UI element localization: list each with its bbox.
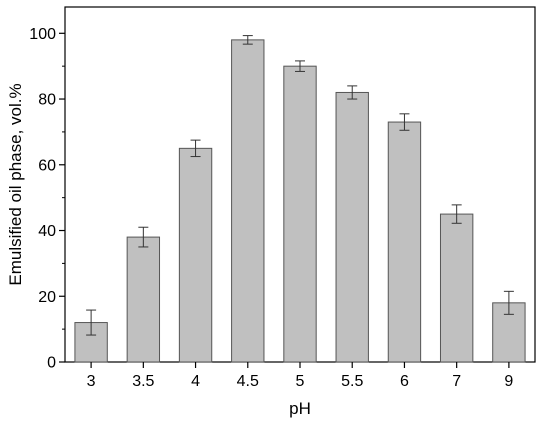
bar-5	[283, 65, 317, 363]
error-bar-4.5	[242, 35, 253, 45]
x-axis-title: pH	[289, 399, 311, 418]
x-tick-label-4: 4	[191, 373, 200, 390]
y-tick-label-100: 100	[29, 26, 56, 43]
error-bar-6	[399, 113, 410, 131]
bar-4.5	[231, 39, 265, 363]
bar-7	[439, 213, 474, 363]
error-bar-7	[451, 204, 462, 224]
y-tick-label-20: 20	[38, 289, 56, 306]
bar-3.5	[126, 236, 161, 363]
bar-4	[178, 147, 213, 363]
error-bar-3.5	[138, 226, 149, 248]
x-tick-label-5: 5	[296, 373, 305, 390]
error-bar-5.5	[347, 85, 358, 100]
x-tick-label-3.5: 3.5	[132, 373, 154, 390]
x-tick-label-5.5: 5.5	[341, 373, 363, 390]
axes: 0 20 40 60 80 100 3 3.5 4 4.5 5 5.5 6 7 9	[29, 26, 513, 390]
x-tick-label-4.5: 4.5	[237, 373, 259, 390]
bars	[74, 35, 526, 363]
error-bar-4	[190, 139, 201, 158]
bar-5.5	[335, 91, 369, 363]
x-tick-label-9: 9	[504, 373, 513, 390]
y-tick-label-0: 0	[47, 355, 56, 372]
x-tick-label-3: 3	[87, 373, 96, 390]
bar-6	[387, 121, 422, 363]
y-tick-label-60: 60	[38, 157, 56, 174]
y-tick-label-80: 80	[38, 92, 56, 109]
y-axis-title: Emulsified oil phase, vol.%	[6, 83, 25, 285]
error-bar-9	[503, 290, 514, 315]
x-tick-label-7: 7	[452, 373, 461, 390]
error-bar-3	[86, 309, 97, 336]
x-tick-label-6: 6	[400, 373, 409, 390]
error-bar-5	[295, 60, 305, 72]
y-tick-label-40: 40	[38, 223, 56, 240]
